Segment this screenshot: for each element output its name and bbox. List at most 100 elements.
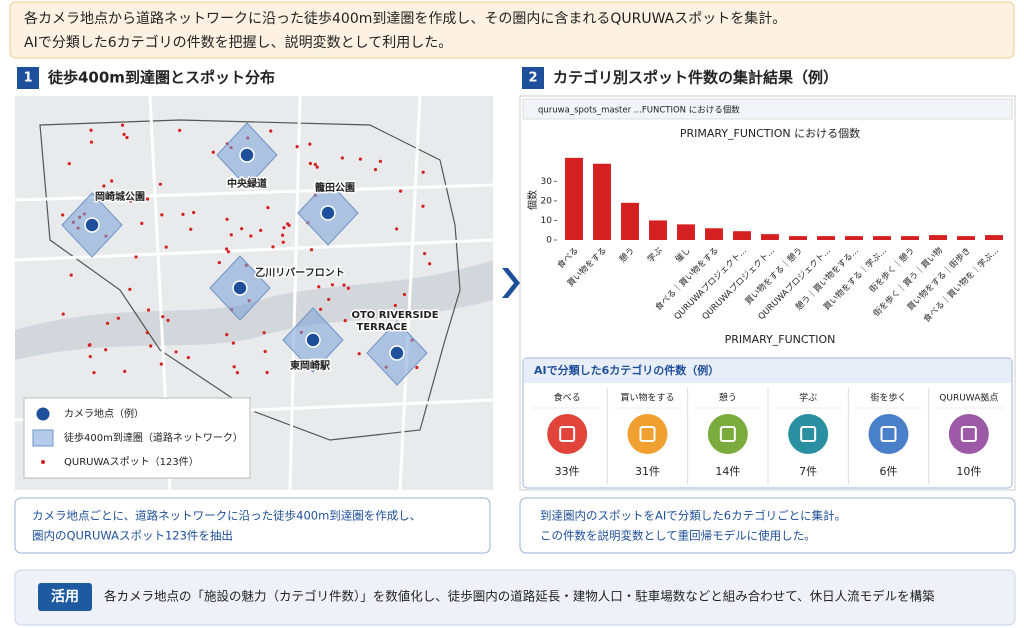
chart-title: PRIMARY_FUNCTION における個数	[680, 127, 860, 140]
spot-dot	[217, 260, 221, 265]
column-name: QURUWA拠点	[939, 392, 998, 404]
spot-dot	[225, 333, 229, 337]
spot-dot	[158, 182, 162, 186]
spot-dot	[393, 303, 397, 308]
spot-dot	[282, 226, 286, 230]
spot-dot	[265, 370, 269, 375]
column-count: 14件	[715, 465, 740, 478]
y-tick-label: 20	[541, 196, 553, 206]
place-label: 岡崎城公園	[95, 190, 145, 203]
spot-dot	[116, 316, 120, 320]
spot-dot	[308, 142, 312, 146]
spot-dot	[280, 233, 285, 237]
spot-dot	[309, 248, 314, 252]
spot-dot	[231, 341, 235, 345]
spot-dot	[166, 318, 170, 322]
icon-glyph	[800, 426, 817, 442]
spot-dot	[174, 350, 178, 354]
section-title: 徒歩400m到達圏とスポット分布	[47, 69, 275, 87]
spot-dot	[189, 227, 193, 231]
spot-dot	[281, 240, 285, 244]
category-icon	[547, 414, 588, 454]
category-icon	[707, 414, 748, 454]
spot-dot	[128, 287, 132, 291]
y-tick-label: 10	[541, 216, 553, 226]
bar	[789, 236, 807, 240]
spot-dot	[134, 255, 138, 259]
spot-dot	[315, 165, 319, 169]
section-number: 1	[23, 71, 32, 86]
legend-label: カメラ地点（例）	[64, 407, 144, 420]
spot-dot	[92, 371, 96, 375]
spot-dot	[125, 135, 129, 140]
bar	[677, 224, 695, 240]
column-name: 憩う	[719, 392, 737, 404]
spot-dot	[286, 222, 290, 226]
bar	[565, 157, 583, 240]
spot-dot	[263, 349, 267, 354]
spot-dot	[104, 348, 108, 352]
caption-line: カメラ地点ごとに、道路ネットワークに沿った徒歩400m到達圏を作成し、	[32, 509, 421, 523]
spot-dot	[346, 286, 350, 290]
spot-dot	[225, 217, 229, 221]
spot-dot	[373, 167, 378, 172]
spot-dot	[140, 221, 144, 225]
caption-line: この件数を説明変数として重回帰モデルに使用した。	[540, 529, 816, 543]
category-icon	[627, 414, 668, 454]
icon-glyph	[880, 426, 897, 442]
bar	[593, 163, 611, 240]
caption-box	[519, 497, 1016, 554]
spot-dot	[313, 162, 317, 167]
icon-glyph	[719, 426, 736, 442]
spot-dot	[269, 129, 273, 133]
camera-icon	[305, 332, 321, 348]
column-count: 33件	[555, 465, 580, 478]
window-tab-bar	[522, 98, 1013, 120]
bar	[817, 236, 835, 240]
section-badge	[522, 67, 544, 89]
camera-icon	[320, 205, 336, 221]
bar	[649, 220, 667, 240]
spot-dot	[378, 159, 383, 164]
arrow	[502, 268, 520, 298]
spot-dot	[259, 228, 263, 232]
spot-dot	[224, 247, 229, 251]
spot-dot	[421, 204, 425, 208]
header-line: 各カメラ地点から道路ネットワークに沿った徒歩400m到達圏を作成し、その圏内に含…	[24, 10, 786, 27]
icon-glyph	[559, 426, 576, 442]
place-label: 乙川リバーフロント	[255, 267, 344, 279]
bar	[957, 236, 975, 240]
table-title-bar	[524, 359, 1011, 383]
y-tick-label: 0	[546, 236, 552, 246]
column-name: 学ぶ	[799, 392, 817, 404]
spot-dot	[159, 362, 163, 366]
spot-dot	[266, 205, 270, 210]
spot-dot	[89, 140, 94, 144]
spot-dot	[145, 197, 150, 201]
spot-dot	[192, 210, 196, 215]
bar	[929, 235, 947, 240]
place-label: OTO RIVERSIDE	[351, 310, 438, 321]
spot-dot	[178, 128, 182, 132]
bar	[873, 236, 891, 240]
bar	[985, 235, 1003, 240]
spot-dot	[211, 150, 215, 154]
spot-dot	[110, 179, 114, 183]
category-icon	[948, 414, 989, 454]
camera-icon	[232, 280, 248, 296]
area-outline	[39, 119, 461, 441]
spot-dot	[395, 227, 399, 231]
section-badge	[17, 67, 39, 89]
icon-glyph	[960, 426, 977, 442]
column-name: 買い物をする	[620, 392, 674, 404]
spot-dot	[343, 319, 347, 323]
spot-dot	[149, 344, 153, 348]
spot-dot	[186, 355, 190, 360]
spot-dot	[235, 371, 240, 375]
spot-dot	[123, 369, 127, 374]
spot-dot	[262, 331, 266, 335]
caption-line: 到達圏内のスポットをAIで分類した6カテゴリごとに集計。	[540, 509, 846, 523]
camera-icon	[389, 345, 405, 361]
legend-label: QURUWAスポット（123件）	[64, 456, 199, 468]
